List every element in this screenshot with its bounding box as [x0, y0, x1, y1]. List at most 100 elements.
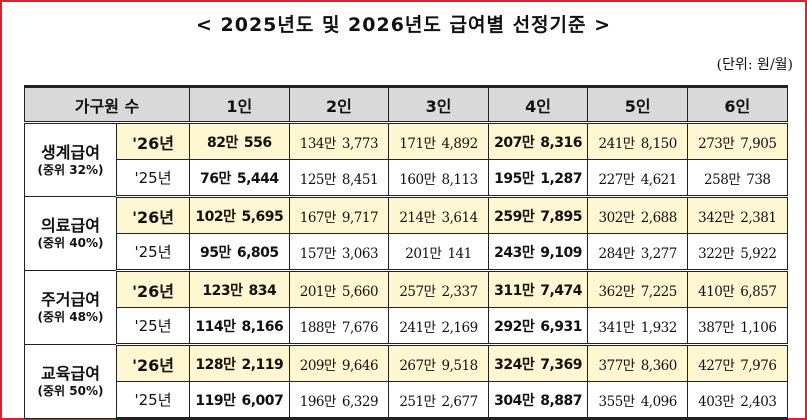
- amount-won: 5,444: [236, 170, 279, 187]
- amount-cell: 195만 1,287: [487, 159, 589, 198]
- median-percent: (중위 40%): [37, 236, 104, 250]
- benefit-category: 교육급여 (중위 50%): [24, 344, 117, 419]
- amount-man: 251만: [399, 393, 436, 410]
- amount-cell: 251만 2,677: [388, 381, 489, 420]
- amount-won: 3,277: [640, 245, 678, 262]
- amount-man: 114만: [195, 318, 236, 335]
- amount-won: 2,169: [441, 319, 479, 336]
- amount-man: 128만: [195, 356, 236, 373]
- amount-cell: 427만 7,976: [686, 344, 788, 382]
- amount-man: 304만: [494, 392, 535, 409]
- amount-man: 324만: [494, 356, 535, 373]
- size-header: 5인: [587, 86, 688, 124]
- amount-cell: 214만 3,614: [388, 196, 489, 234]
- median-percent: (중위 32%): [37, 162, 104, 177]
- amount-cell: 241만 2,169: [388, 307, 489, 346]
- amount-cell: 171만 4,892: [388, 122, 489, 160]
- amount-won: 7,676: [341, 319, 379, 336]
- amount-won: 2,403: [740, 393, 777, 410]
- amount-won: 1,932: [640, 319, 678, 336]
- amount-cell: 128만 2,119: [189, 344, 290, 382]
- table-row: '25년 76만 5,444 125만 8,451 160만 8,113 195만 1,287 2…: [25, 159, 788, 198]
- benefit-name: 의료급여: [41, 216, 100, 235]
- amount-man: 259만: [494, 208, 535, 225]
- amount-won: 7,905: [740, 135, 777, 152]
- amount-man: 257만: [399, 283, 436, 300]
- year-cell: '26년: [115, 196, 191, 234]
- year-cell: '25년: [115, 307, 191, 346]
- amount-cell: 259만 7,895: [487, 196, 589, 234]
- amount-man: 167만: [299, 209, 337, 226]
- amount-cell: 119만 6,007: [189, 381, 290, 420]
- amount-cell: 387만 1,106: [686, 307, 788, 346]
- table-row: '25년 119만 6,007 196만 6,329 251만 2,677 304만 8,887…: [25, 381, 788, 420]
- amount-won: 2,119: [241, 356, 284, 373]
- amount-won: 8,316: [540, 134, 583, 151]
- amount-man: 201만: [299, 283, 337, 300]
- amount-won: 3,614: [441, 209, 479, 226]
- amount-won: 5,660: [341, 283, 379, 300]
- amount-man: 171만: [399, 135, 436, 152]
- median-percent: (중위 50%): [37, 384, 104, 398]
- amount-man: 227만: [598, 171, 636, 188]
- amount-cell: 102만 5,695: [189, 196, 290, 234]
- size-header: 3인: [388, 86, 489, 124]
- amount-won: 6,007: [241, 392, 284, 409]
- selection-criteria-table: 가구원 수 1인 2인 3인 4인 5인 6인 생계급여 (중위 32%) '26년…: [23, 85, 788, 420]
- amount-man: 427만: [698, 357, 735, 374]
- amount-man: 157만: [299, 245, 337, 262]
- amount-cell: 410만 6,857: [686, 270, 788, 308]
- amount-cell: 125만 8,451: [288, 159, 390, 198]
- amount-man: 355만: [598, 393, 636, 410]
- amount-won: 2,381: [740, 209, 777, 226]
- amount-man: 241만: [598, 135, 636, 152]
- amount-won: 7,976: [740, 357, 777, 374]
- table-row: '25년 114만 8,166 188만 7,676 241만 2,169 292만 6,931…: [25, 307, 788, 346]
- amount-cell: 123만 834: [189, 270, 290, 308]
- benefit-category: 의료급여 (중위 40%): [24, 196, 117, 271]
- amount-cell: 304만 8,887: [487, 381, 589, 420]
- amount-won: 7,895: [540, 208, 583, 225]
- amount-won: 5,922: [740, 245, 777, 262]
- amount-cell: 342만 2,381: [686, 196, 788, 234]
- amount-won: 141: [447, 245, 472, 262]
- table-row: '25년 95만 6,805 157만 3,063 201만 141 243만 9,109 284…: [25, 233, 788, 272]
- amount-cell: 114만 8,166: [189, 307, 290, 346]
- amount-won: 834: [248, 282, 277, 299]
- table-row: 의료급여 (중위 40%) '26년 102만 5,695 167만 9,717 214만 3,…: [24, 196, 788, 271]
- amount-won: 9,109: [540, 244, 583, 261]
- amount-won: 6,805: [236, 244, 279, 261]
- benefit-category: 주거급여 (중위 48%): [24, 270, 117, 345]
- year-cell: '26년: [115, 270, 191, 308]
- amount-cell: 377만 8,360: [587, 344, 688, 382]
- amount-man: 134만: [299, 135, 337, 152]
- amount-won: 6,329: [341, 393, 379, 410]
- amount-man: 362만: [598, 283, 636, 300]
- amount-won: 6,857: [740, 283, 777, 300]
- amount-won: 7,474: [540, 282, 583, 299]
- amount-man: 201만: [405, 245, 442, 262]
- benefit-category: 생계급여 (중위 32%): [24, 122, 117, 197]
- year-cell: '26년: [115, 344, 191, 382]
- amount-cell: 201만 5,660: [288, 270, 390, 308]
- amount-cell: 207만 8,316: [487, 122, 589, 160]
- amount-won: 8,166: [241, 318, 284, 335]
- year-cell: '25년: [115, 381, 191, 420]
- amount-won: 2,677: [441, 393, 479, 410]
- amount-won: 8,451: [341, 171, 379, 188]
- amount-won: 1,106: [740, 319, 777, 336]
- amount-won: 1,287: [540, 170, 583, 187]
- header-row: 가구원 수 1인 2인 3인 4인 5인 6인: [23, 86, 788, 124]
- amount-won: 4,892: [441, 135, 479, 152]
- year-cell: '25년: [115, 233, 191, 272]
- benefit-name: 주거급여: [41, 290, 100, 309]
- amount-cell: 201만 141: [388, 233, 489, 272]
- amount-man: 311만: [494, 282, 535, 299]
- amount-cell: 302만 2,688: [587, 196, 688, 234]
- amount-won: 8,150: [640, 135, 678, 152]
- amount-cell: 257만 2,337: [388, 270, 489, 308]
- amount-cell: 134만 3,773: [288, 122, 390, 160]
- amount-cell: 267만 9,518: [388, 344, 489, 382]
- amount-cell: 324만 7,369: [487, 344, 589, 382]
- amount-cell: 167만 9,717: [288, 196, 390, 234]
